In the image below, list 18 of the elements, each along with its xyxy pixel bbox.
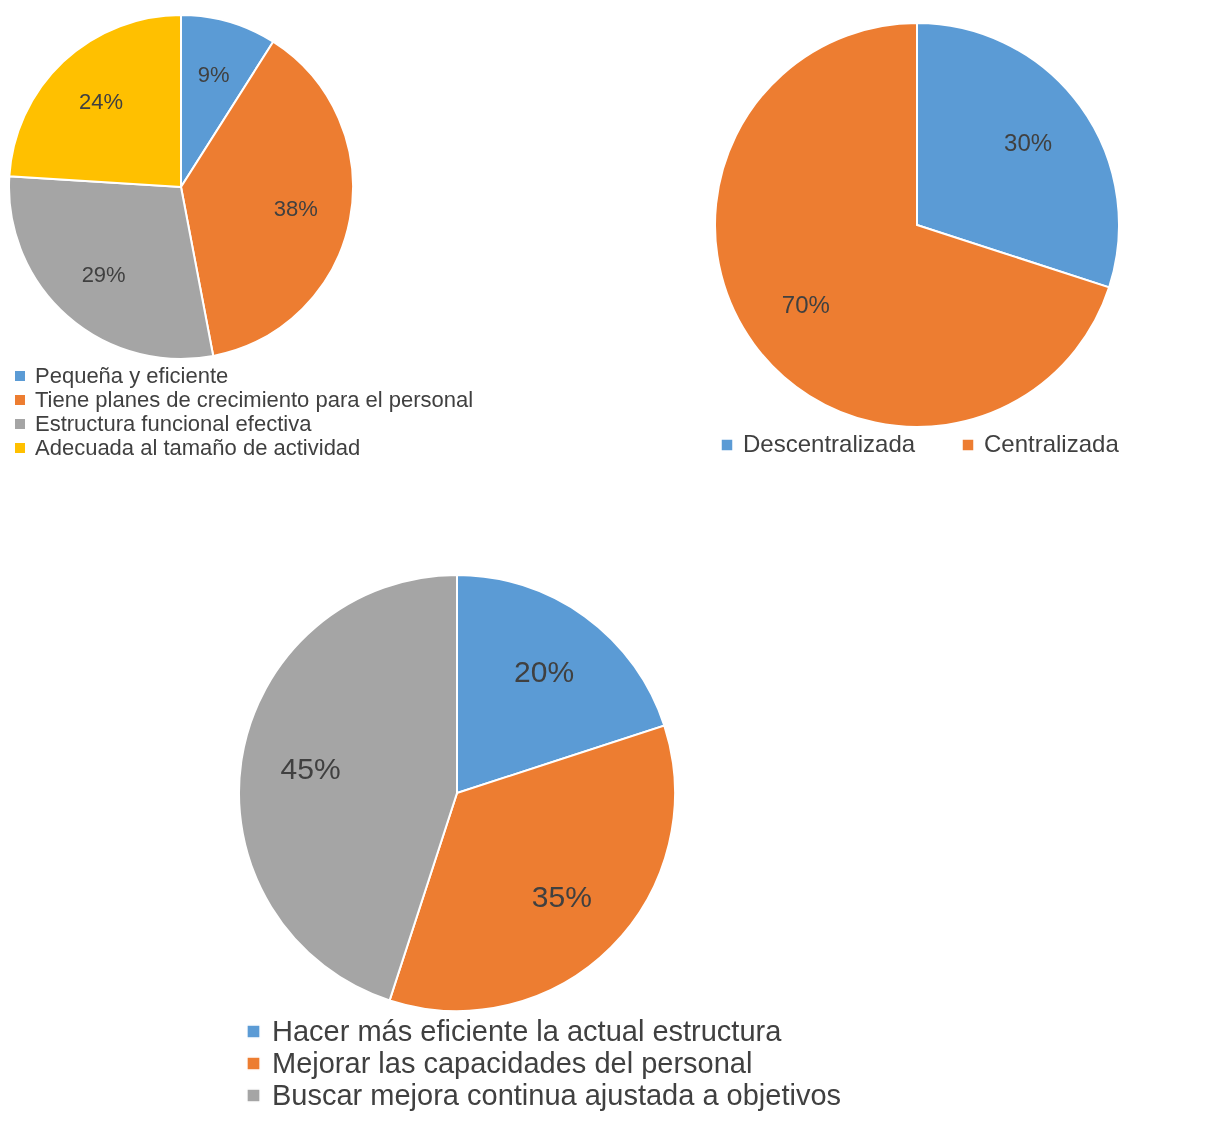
- data-label: 20%: [514, 655, 575, 689]
- data-label: 30%: [1004, 129, 1053, 157]
- data-label: 70%: [781, 290, 830, 318]
- data-label: 9%: [197, 61, 230, 87]
- legend-label: Tiene planes de crecimiento para el personal: [35, 387, 474, 412]
- data-label: 29%: [81, 261, 126, 287]
- data-label: 45%: [280, 751, 341, 785]
- legend-label: Hacer más eficiente la actual estructura: [272, 1014, 783, 1047]
- legend-label: Mejorar las capacidades del personal: [272, 1046, 753, 1079]
- data-label: 35%: [531, 879, 592, 913]
- legend-label: Estructura funcional efectiva: [35, 411, 313, 436]
- data-label: 24%: [78, 88, 123, 114]
- legend-label: Adecuada al tamaño de actividad: [35, 435, 361, 460]
- legend-label: Pequeña y eficiente: [35, 363, 229, 388]
- legend-label: Descentralizada: [743, 430, 916, 457]
- data-label: 38%: [273, 195, 318, 221]
- legend-label: Buscar mejora continua ajustada a objetivos: [272, 1078, 842, 1111]
- legend-label: Centralizada: [984, 430, 1120, 457]
